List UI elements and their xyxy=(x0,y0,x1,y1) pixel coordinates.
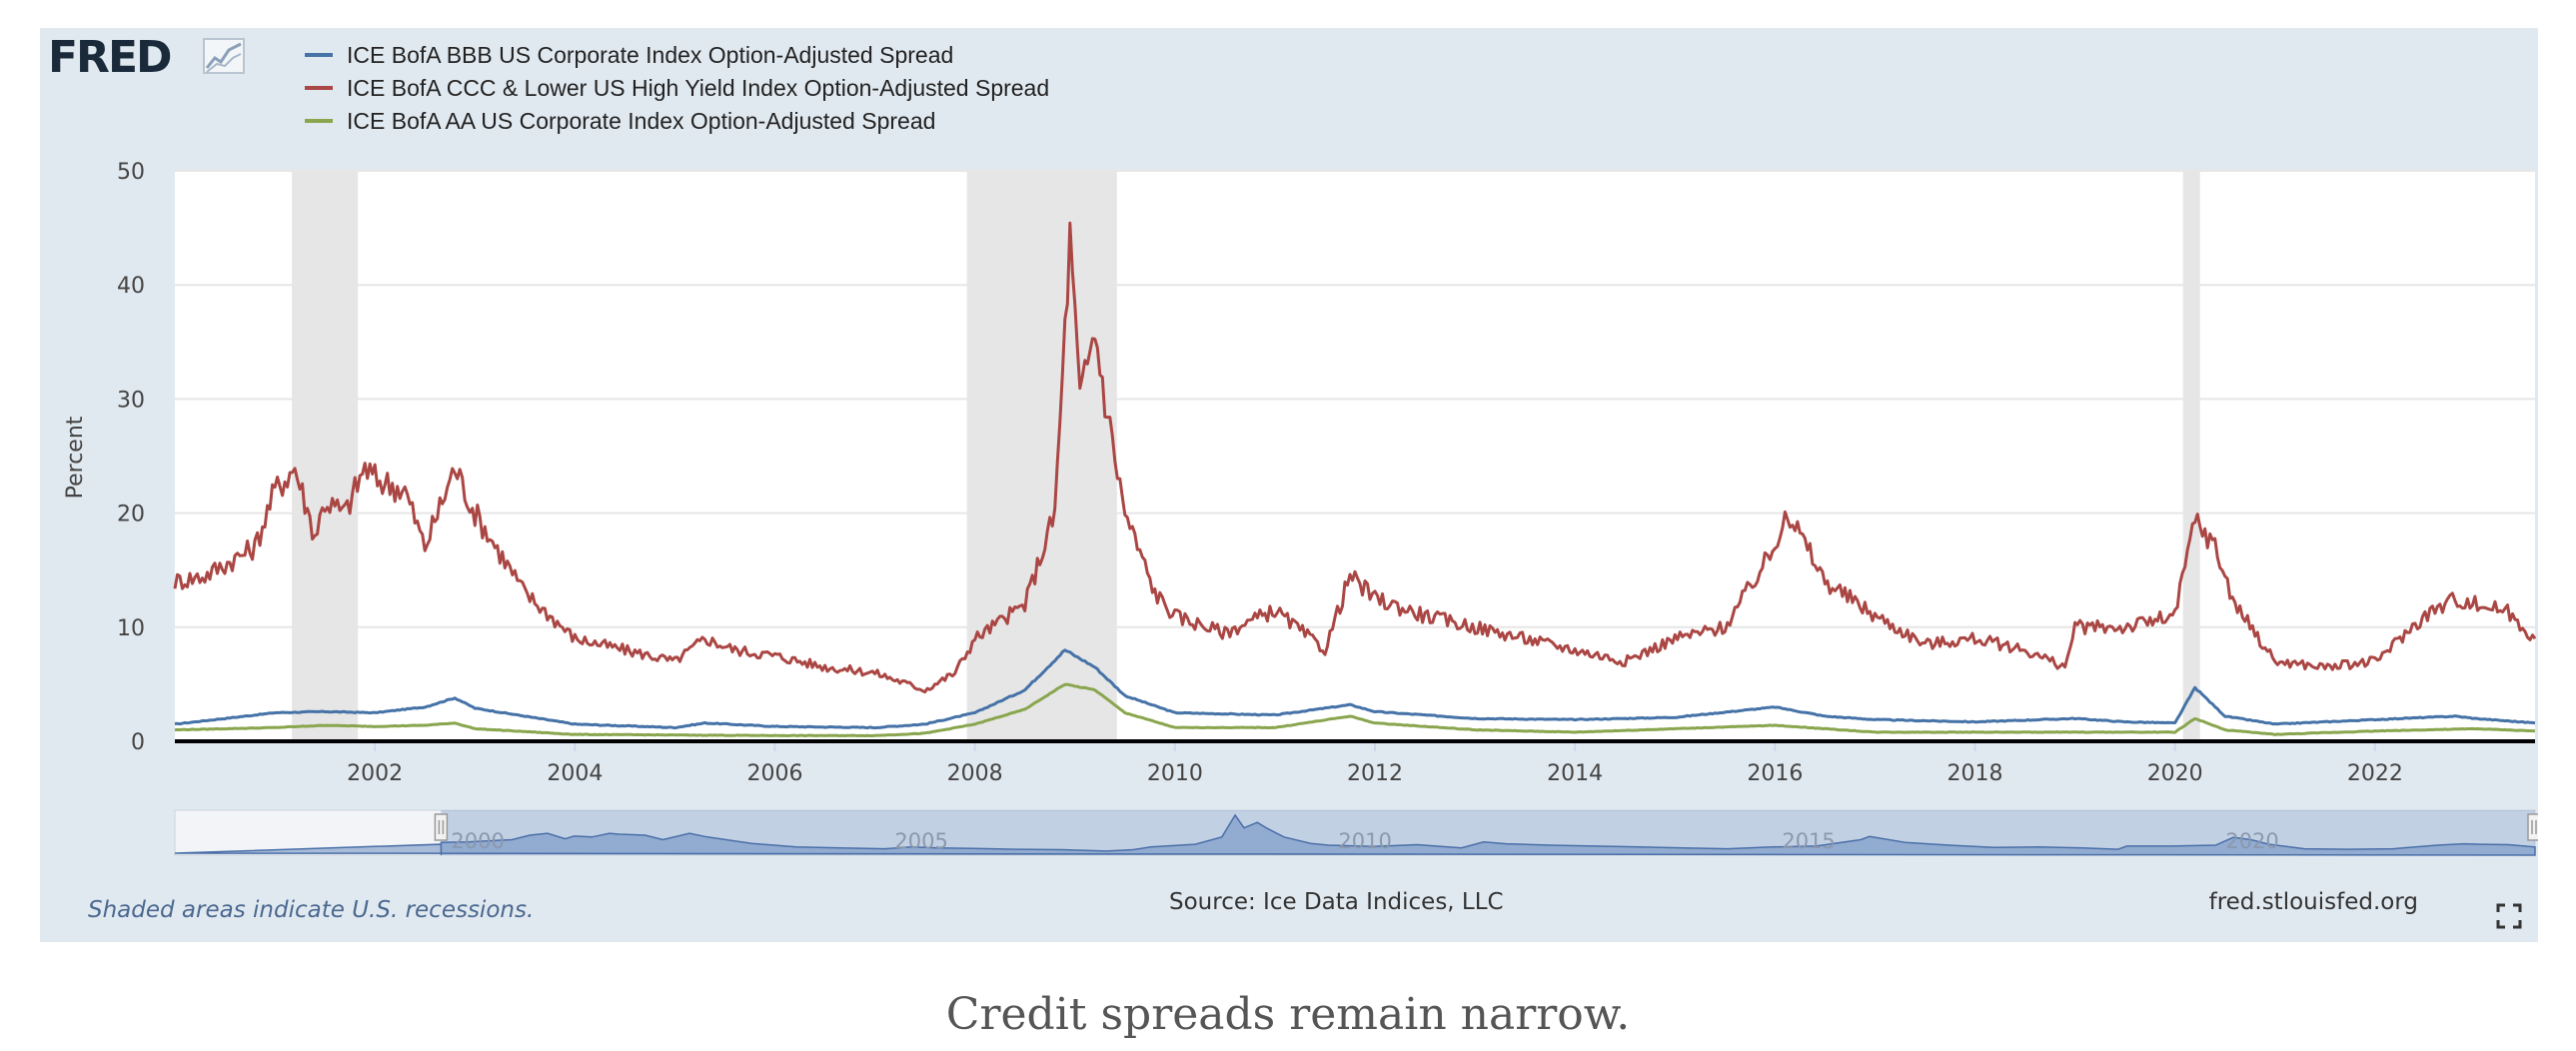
x-tick-label-10: 2022 xyxy=(2347,761,2403,786)
chart: 0 10 20 30 40 50 2002 2004 2006 2008 2010 2012 2014 2… xyxy=(63,160,2538,856)
x-tick-label-0: 2002 xyxy=(347,761,403,786)
y-axis-label: Percent xyxy=(63,416,88,499)
legend-swatch-bbb xyxy=(305,53,333,57)
fred-chart-icon xyxy=(203,38,245,74)
legend-swatch-aa xyxy=(305,119,333,123)
y-tick-label-4: 40 xyxy=(117,274,145,299)
legend-label-bbb: ICE BofA BBB US Corporate Index Option-A… xyxy=(347,41,954,68)
x-tick-label-4: 2010 xyxy=(1147,761,1203,786)
y-tick-label-1: 10 xyxy=(117,616,145,641)
caption: Credit spreads remain narrow. xyxy=(945,989,1631,1040)
x-tick-label-1: 2004 xyxy=(547,761,603,786)
plot-area: 0 10 20 30 40 50 2002 2004 2006 2008 2010 2012 2014 2… xyxy=(117,160,2537,786)
x-tick-label-8: 2018 xyxy=(1947,761,2003,786)
source-text: Source: Ice Data Indices, LLC xyxy=(1169,889,1504,915)
handle-body-1[interactable] xyxy=(2527,813,2538,841)
y-tick-label-0: 0 xyxy=(131,730,145,755)
legend-swatch-ccc xyxy=(305,86,333,90)
x-tick-label-6: 2014 xyxy=(1547,761,1603,786)
navigator[interactable]: 2000 2005 2010 2015 2020 xyxy=(174,809,2538,856)
legend-label-aa: ICE BofA AA US Corporate Index Option-Ad… xyxy=(347,107,936,134)
y-tick-label-5: 50 xyxy=(117,160,145,185)
navigator-series-area xyxy=(174,813,2536,856)
fred-logo[interactable]: FRED xyxy=(48,32,173,83)
site-link[interactable]: fred.stlouisfed.org xyxy=(2208,889,2418,915)
recession-note: Shaded areas indicate U.S. recessions. xyxy=(88,897,535,923)
navigator-handle-left[interactable] xyxy=(434,813,449,841)
navigator-tick-label-2: 2010 xyxy=(1338,829,1391,853)
navigator-handle-right[interactable] xyxy=(2527,813,2538,841)
handle-body-0[interactable] xyxy=(434,813,449,841)
navigator-tick-label-0: 2000 xyxy=(451,829,504,853)
recession-band-1 xyxy=(966,171,1117,741)
y-tick-label-3: 30 xyxy=(117,388,145,413)
series-line-bbb xyxy=(174,648,2536,730)
legend-item-ccc[interactable]: ICE BofA CCC & Lower US High Yield Index… xyxy=(305,73,1049,103)
x-tick-label-7: 2016 xyxy=(1747,761,1803,786)
x-tick-label-9: 2020 xyxy=(2147,761,2203,786)
x-tick-label-3: 2008 xyxy=(947,761,1003,786)
fullscreen-icon[interactable] xyxy=(2496,903,2522,929)
fred-graph-panel: FRED ICE BofA BBB US Corporate Index Opt… xyxy=(40,28,2538,942)
plot-background xyxy=(175,171,2535,741)
x-tick-label-5: 2012 xyxy=(1347,761,1403,786)
x-tick-label-2: 2006 xyxy=(747,761,803,786)
y-tick-label-2: 20 xyxy=(117,503,145,527)
legend-label-ccc: ICE BofA CCC & Lower US High Yield Index… xyxy=(347,74,1050,101)
series-line-aa xyxy=(174,682,2536,737)
navigator-tick-label-3: 2015 xyxy=(1782,829,1835,853)
recession-band-2 xyxy=(2182,171,2200,741)
legend-item-aa[interactable]: ICE BofA AA US Corporate Index Option-Ad… xyxy=(305,106,935,136)
recession-band-0 xyxy=(292,171,359,741)
legend-item-bbb[interactable]: ICE BofA BBB US Corporate Index Option-A… xyxy=(305,40,953,70)
navigator-tick-label-4: 2020 xyxy=(2225,829,2278,853)
series-line-ccc xyxy=(173,221,2537,694)
navigator-tick-label-1: 2005 xyxy=(894,829,947,853)
